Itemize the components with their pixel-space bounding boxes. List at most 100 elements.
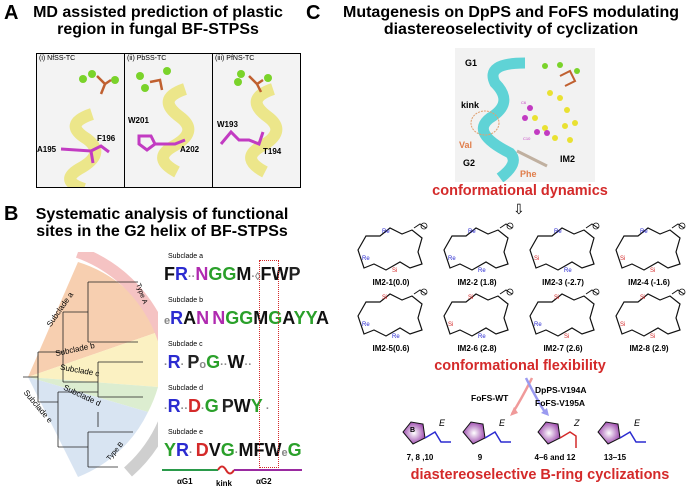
panel-a-structure-2: (ii) PbSS-TC W201 A202 bbox=[124, 53, 213, 188]
svg-text:Re: Re bbox=[640, 229, 648, 235]
logo-letter: · bbox=[164, 403, 168, 415]
logo-row: Subclade a FR··NGGM·◊FWP bbox=[158, 252, 301, 296]
logo-letter: G bbox=[225, 308, 240, 328]
svg-text:Si: Si bbox=[382, 295, 387, 301]
logo-letter: · bbox=[265, 403, 270, 415]
logo-letter: D bbox=[188, 396, 202, 416]
conformer-label: IM2-2 (1.8) bbox=[457, 278, 497, 287]
svg-text:Re: Re bbox=[564, 268, 572, 274]
logo-letter: · bbox=[188, 271, 192, 283]
logo-letter: · bbox=[180, 403, 185, 415]
product-structure: Z 4–6 and 12 bbox=[530, 414, 590, 464]
logo-letter: M bbox=[236, 264, 252, 284]
product-label: 9 bbox=[477, 453, 483, 462]
conformer: Si Re Re IM2-5(0.6) bbox=[352, 286, 430, 354]
helix-illustration bbox=[60, 70, 119, 187]
logo-letter: N bbox=[212, 308, 226, 328]
conformer: Re Si Re IM2-3 (-2.7) bbox=[524, 220, 602, 288]
wt-label: FoFS-WT bbox=[471, 393, 509, 403]
panel-title: (ii) PbSS-TC bbox=[127, 55, 167, 62]
residue-label: W193 bbox=[217, 120, 238, 129]
conformer-label: IM2-4 (-1.6) bbox=[628, 278, 670, 287]
logo-letter: N bbox=[195, 264, 209, 284]
macrocycle-structure: Si Re Re bbox=[357, 288, 428, 340]
svg-text:Si: Si bbox=[650, 334, 655, 340]
conformer: Re Re Re IM2-2 (1.8) bbox=[438, 220, 516, 288]
svg-text:Re: Re bbox=[534, 322, 542, 328]
conformer-label: IM2-5(0.6) bbox=[372, 344, 410, 353]
logo-letter: G bbox=[239, 308, 254, 328]
logo-letter: · bbox=[251, 271, 256, 283]
val-label: Val bbox=[459, 140, 473, 150]
logo-letter: M bbox=[253, 308, 269, 328]
logo-letter: G bbox=[206, 352, 221, 372]
logo-row: Subclade c ·R· PoG··W·· bbox=[158, 340, 298, 384]
b-ring-structure bbox=[537, 421, 577, 448]
logo-letter: P bbox=[221, 396, 234, 416]
logo-sequence: ·R· PoG··W·· bbox=[164, 351, 252, 376]
logo-letter: G bbox=[222, 264, 237, 284]
branch-arrows bbox=[510, 377, 549, 416]
logo-letter: G bbox=[208, 264, 223, 284]
logo-letter: · bbox=[223, 359, 228, 371]
panel-b-title: Systematic analysis of functional sites … bbox=[35, 206, 289, 240]
logo-letter: R bbox=[176, 440, 190, 460]
logo-letter: R bbox=[175, 264, 188, 284]
domain-label: αG2 bbox=[256, 477, 272, 486]
logo-letter: ◊ bbox=[255, 271, 261, 283]
flexibility-label: conformational flexibility bbox=[434, 358, 606, 374]
down-arrow-icon: ⇩ bbox=[513, 201, 525, 217]
logo-letter: V bbox=[208, 440, 221, 460]
logo-row: Subclade d ·R··D·G PWY · bbox=[158, 384, 298, 428]
domain-label: αG1 bbox=[177, 477, 193, 486]
panel-title: (iii) PfNS-TC bbox=[215, 55, 255, 62]
logo-letter: e bbox=[281, 447, 288, 459]
logo-letter: · bbox=[189, 447, 193, 459]
logo-letter: N bbox=[196, 308, 210, 328]
residue-label: T194 bbox=[263, 147, 282, 156]
logo-letter: R bbox=[167, 396, 181, 416]
c6-label: C6 bbox=[521, 100, 527, 105]
conformer: Re Re Si IM2-1(0.0) bbox=[352, 220, 430, 288]
subclade-label: Subclade b bbox=[168, 297, 204, 304]
g2-label: G2 bbox=[463, 158, 476, 168]
domain-label: kink bbox=[216, 479, 233, 488]
logo-letter: · bbox=[184, 403, 189, 415]
kink-label: kink bbox=[461, 100, 480, 110]
logo-letter: W bbox=[271, 264, 289, 284]
svg-text:Re: Re bbox=[478, 334, 486, 340]
product-label: 4–6 and 12 bbox=[534, 453, 576, 462]
logo-letter: G bbox=[204, 396, 219, 416]
product-structure: B E 7, 8 ,10 bbox=[395, 414, 455, 464]
logo-row: Subclade e YR· DVG·MFWeG bbox=[158, 428, 302, 472]
conformer-label: IM2-1(0.0) bbox=[372, 278, 410, 287]
b-ring-structure bbox=[402, 421, 451, 445]
logo-letter: Y bbox=[164, 440, 177, 460]
logo-letter: A bbox=[183, 308, 197, 328]
conformer-label: IM2-6 (2.8) bbox=[457, 344, 497, 353]
logo-letter: · bbox=[180, 359, 185, 371]
conformer-label: IM2-8 (2.9) bbox=[629, 344, 669, 353]
macrocycle-structure: Re Re Re bbox=[443, 222, 514, 274]
logo-letter: · bbox=[164, 359, 168, 371]
conformer-label: IM2-7 (2.6) bbox=[543, 344, 583, 353]
dynamics-label: conformational dynamics bbox=[432, 183, 608, 199]
residue-label: A202 bbox=[180, 145, 200, 154]
svg-text:Re: Re bbox=[448, 256, 456, 262]
macrocycle-structure: Re Si Re bbox=[529, 222, 600, 274]
protein-structure: G1 kink Val G2 Phe IM2 C6 C10 bbox=[455, 48, 595, 183]
macrocycle-structure: Re Re Si bbox=[357, 222, 428, 274]
svg-text:Si: Si bbox=[640, 295, 645, 301]
logo-letter: G bbox=[220, 440, 235, 460]
subclade-label: Subclade c bbox=[168, 341, 203, 348]
product-label: 7, 8 ,10 bbox=[406, 453, 434, 462]
svg-text:Re: Re bbox=[362, 256, 370, 262]
macrocycle-structure: Si Si Si bbox=[615, 288, 686, 340]
phylogenetic-tree bbox=[23, 252, 158, 477]
svg-text:Si: Si bbox=[620, 322, 625, 328]
logo-letter: G bbox=[287, 440, 302, 460]
panel-a-structure-1: (i) NfSS-TC A195 F196 bbox=[36, 53, 125, 188]
svg-text:Si: Si bbox=[620, 256, 625, 262]
product-label: 13–15 bbox=[603, 453, 627, 462]
